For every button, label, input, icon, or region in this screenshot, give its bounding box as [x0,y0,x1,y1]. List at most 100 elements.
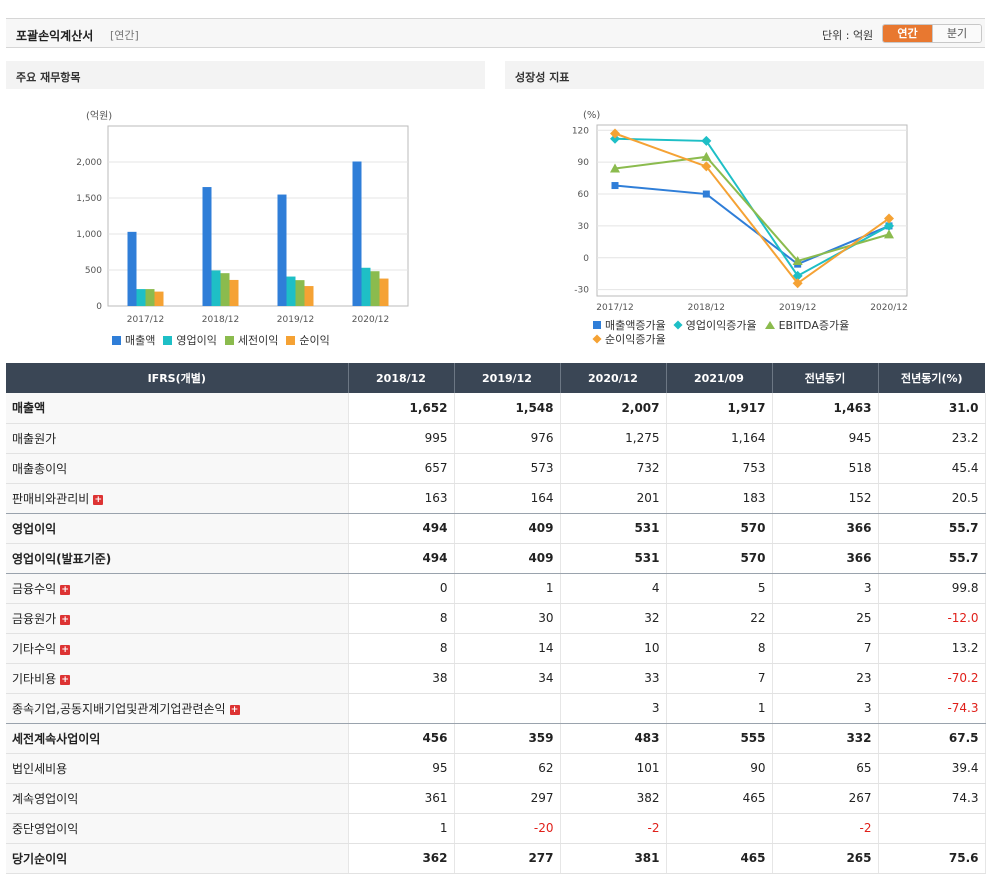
tab-quarterly[interactable]: 분기 [932,25,981,42]
column-header-period: 전년동기(%) [878,363,985,393]
series-line-3 [614,155,890,263]
table-cell: 382 [560,783,667,814]
table-cell: 409 [454,543,561,574]
expand-plus-icon[interactable]: + [93,494,104,505]
expand-plus-icon[interactable]: + [229,704,240,715]
line-x-tick-label: 2017/12 [596,303,633,313]
table-cell: 409 [454,513,561,544]
table-cell: 7 [666,663,773,694]
legend-item[interactable]: 영업이익 [163,333,217,347]
key-items-panel-header: 주요 재무항목 [6,61,485,89]
series-3-point [701,151,712,161]
legend-label: 영업이익 [176,334,217,347]
legend-item[interactable]: 순이익 [286,333,330,347]
table-cell: 8 [348,603,455,634]
table-cell: 1,917 [666,393,773,424]
expand-plus-icon[interactable]: + [60,584,71,595]
bar-x-tick-label: 2017/12 [127,315,164,325]
table-cell: 381 [560,843,667,874]
table-cell: 2,007 [560,393,667,424]
row-label: 매출총이익 [6,453,349,484]
tab-annual[interactable]: 연간 [883,25,932,42]
table-row: 판매비와관리비 +163 164 201 183 152 20.5 [6,483,986,514]
line-x-tick-label: 2020/12 [870,303,907,313]
table-cell: 13.2 [878,633,986,664]
legend-label: EBITDA증가율 [778,319,850,332]
row-label-text: 판매비와관리비 [12,491,90,506]
table-cell: 32 [560,603,667,634]
row-label-text: 세전계속사업이익 [12,731,101,746]
table-row: 중단영업이익 1 -20 -2 -2 [6,813,986,844]
table-cell: 8 [666,633,773,664]
table-cell: 3 [772,693,879,724]
table-cell: 945 [772,423,879,454]
table-row: 기타비용 +38 34 33 7 23 -70.2 [6,663,986,694]
row-label-text: 금융원가 [12,611,57,626]
table-cell: 1,548 [454,393,561,424]
table-cell: 10 [560,633,667,664]
table-cell: 265 [772,843,879,874]
table-cell: -20 [454,813,561,844]
table-cell: 1,652 [348,393,455,424]
legend-label: 세전이익 [237,334,279,347]
expand-plus-icon[interactable]: + [60,674,71,685]
legend-item[interactable]: EBITDA증가율 [764,318,850,332]
row-label: 영업이익 [6,513,349,544]
table-cell: 456 [348,723,455,754]
row-label-text: 매출총이익 [12,461,68,476]
table-cell: 362 [348,843,455,874]
table-row: 법인세비용 95 62 101 90 65 39.4 [6,753,986,784]
legend-label: 매출액증가율 [605,319,666,332]
table-cell: 75.6 [878,843,986,874]
table-header-row: IFRS(개별) 2018/12 2019/12 2020/12 2021/09 전년동기… [6,363,985,393]
row-label: 금융원가 + [6,603,349,634]
line-y-axis-label: (%) [583,110,600,121]
line-y-tick-label: 0 [583,254,589,264]
table-cell: 183 [666,483,773,514]
row-label: 기타비용 + [6,663,349,694]
line-plot-area [596,124,908,297]
bar-3-2018-12 [220,273,230,306]
column-header-item: IFRS(개별) [6,363,349,393]
bar-4-2017-12 [154,291,164,306]
growth-panel-header: 성장성 지표 [505,61,984,89]
line-y-tick-label: -30 [574,286,589,296]
table-cell: 74.3 [878,783,986,814]
bar-y-tick-label: 2,000 [76,158,102,168]
table-cell: 361 [348,783,455,814]
expand-plus-icon[interactable]: + [60,644,71,655]
table-cell: 163 [348,483,455,514]
table-row: 세전계속사업이익 456 359 483 555 332 67.5 [6,723,986,754]
legend-item[interactable]: 순이익증가율 [592,332,666,346]
series-2-point [792,270,803,281]
table-cell: 23.2 [878,423,986,454]
table-cell: 62 [454,753,561,784]
row-label-text: 기타비용 [12,671,57,686]
table-cell: 494 [348,513,455,544]
legend-item[interactable]: 세전이익 [224,333,279,347]
legend-item[interactable]: 영업이익증가율 [673,318,757,332]
row-label: 판매비와관리비 + [6,483,349,514]
table-cell: 55.7 [878,513,986,544]
table-cell: 976 [454,423,561,454]
table-cell: 90 [666,753,773,784]
series-4-point [701,161,712,172]
table-cell: 657 [348,453,455,484]
table-cell: 297 [454,783,561,814]
table-cell: 101 [560,753,667,784]
legend-item[interactable]: 매출액 [112,333,155,347]
bar-y-axis-label: (억원) [86,110,112,122]
legend-item[interactable]: 매출액증가율 [593,318,666,332]
table-cell: 152 [772,483,879,514]
column-header-period: 2021/09 [666,363,773,393]
legend-swatch [163,335,173,345]
expand-plus-icon[interactable]: + [60,614,71,625]
legend-swatch [224,335,234,345]
bar-1-2018-12 [202,187,212,306]
table-cell: 465 [666,843,773,874]
table-cell: 732 [560,453,667,484]
table-cell: 494 [348,543,455,574]
row-label: 중단영업이익 [6,813,349,844]
table-cell: 1,275 [560,423,667,454]
legend-marker-icon [673,320,683,330]
